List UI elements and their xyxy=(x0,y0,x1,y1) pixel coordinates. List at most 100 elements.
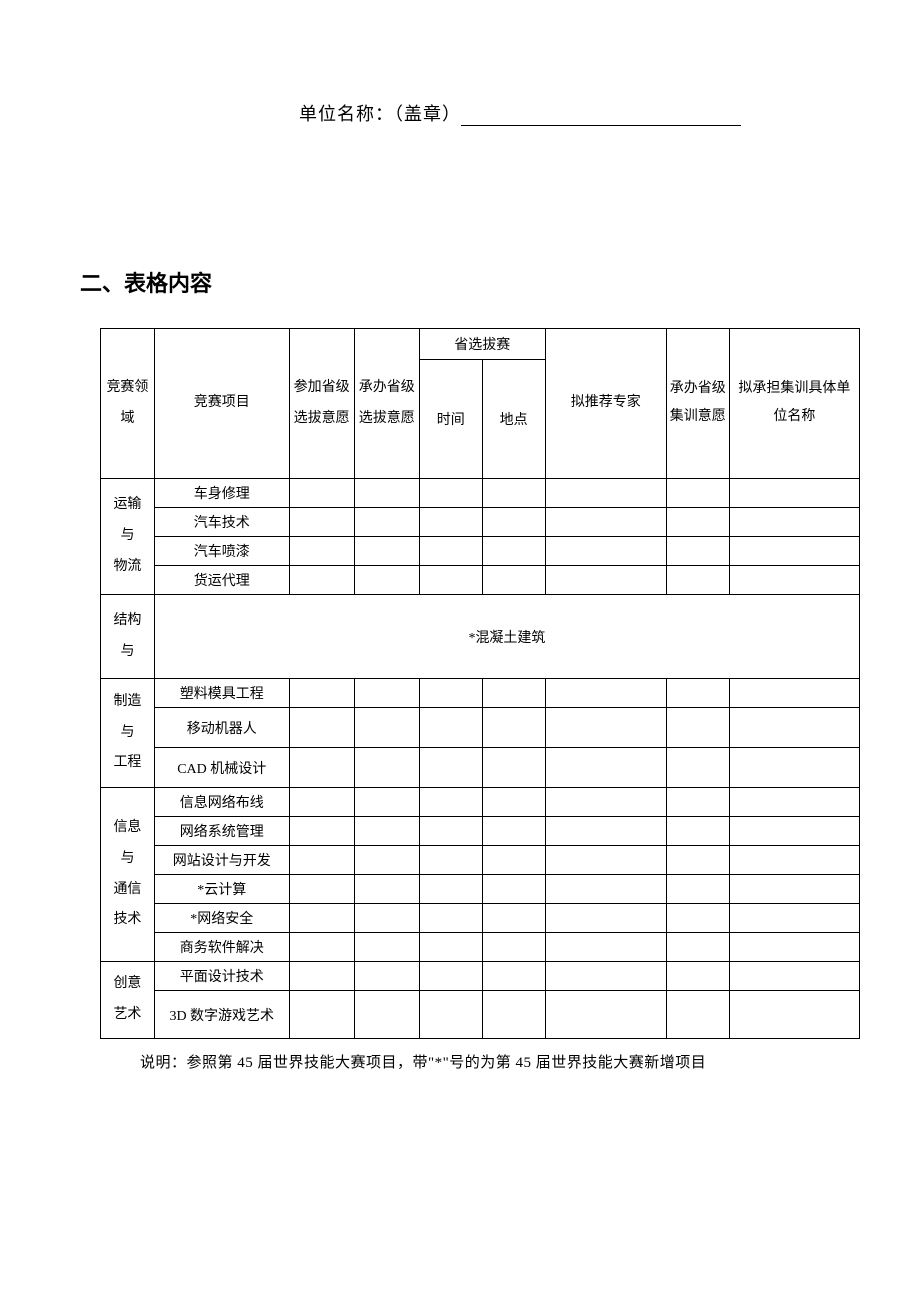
cell xyxy=(419,566,482,595)
cell xyxy=(482,817,545,846)
cell xyxy=(545,748,666,788)
cell xyxy=(354,748,419,788)
cell xyxy=(729,875,859,904)
cell xyxy=(545,817,666,846)
cell xyxy=(419,679,482,708)
project-cell: 货运代理 xyxy=(154,566,289,595)
cell xyxy=(729,479,859,508)
cell xyxy=(354,991,419,1039)
table-body: 运输 与 物流 车身修理 汽车技术 汽车喷漆 货运代理 结构 与 *混凝土建筑 … xyxy=(101,479,860,1039)
cell xyxy=(482,846,545,875)
content-table: 竞赛领域 竞赛项目 参加省级选拔意愿 承办省级选拔意愿 省选拔赛 拟推荐专家 承… xyxy=(100,328,860,1039)
project-cell: 网络系统管理 xyxy=(154,817,289,846)
table-row: 信息 与 通信 技术 信息网络布线 xyxy=(101,788,860,817)
cell xyxy=(545,962,666,991)
cell xyxy=(482,875,545,904)
table-row: 结构 与 *混凝土建筑 xyxy=(101,595,860,679)
cell xyxy=(419,991,482,1039)
cell xyxy=(482,788,545,817)
cell xyxy=(419,748,482,788)
table-row: 3D 数字游戏艺术 xyxy=(101,991,860,1039)
cell xyxy=(482,708,545,748)
cell xyxy=(666,991,729,1039)
cell xyxy=(666,788,729,817)
table-row: 汽车技术 xyxy=(101,508,860,537)
cell xyxy=(729,566,859,595)
domain-cell: 创意 艺术 xyxy=(101,962,155,1039)
cell xyxy=(289,788,354,817)
cell xyxy=(289,748,354,788)
project-cell: 网站设计与开发 xyxy=(154,846,289,875)
cell xyxy=(289,708,354,748)
section-title: 二、表格内容 xyxy=(80,266,840,298)
cell xyxy=(419,817,482,846)
cell xyxy=(289,962,354,991)
project-cell: 车身修理 xyxy=(154,479,289,508)
cell xyxy=(545,991,666,1039)
cell xyxy=(729,962,859,991)
project-cell: 商务软件解决 xyxy=(154,933,289,962)
header-train-unit: 拟承担集训具体单位名称 xyxy=(729,329,859,479)
cell xyxy=(545,708,666,748)
cell xyxy=(545,679,666,708)
cell xyxy=(729,537,859,566)
table-row: 汽车喷漆 xyxy=(101,537,860,566)
project-cell: 信息网络布线 xyxy=(154,788,289,817)
project-cell: 塑料模具工程 xyxy=(154,679,289,708)
cell xyxy=(419,537,482,566)
cell xyxy=(354,679,419,708)
cell xyxy=(419,708,482,748)
header-domain: 竞赛领域 xyxy=(101,329,155,479)
domain-cell: 运输 与 物流 xyxy=(101,479,155,595)
table-row: 网站设计与开发 xyxy=(101,846,860,875)
domain-cell: 信息 与 通信 技术 xyxy=(101,788,155,962)
cell xyxy=(289,933,354,962)
header-project: 竞赛项目 xyxy=(154,329,289,479)
table-row: CAD 机械设计 xyxy=(101,748,860,788)
domain-cell: 结构 与 xyxy=(101,595,155,679)
cell xyxy=(354,904,419,933)
cell xyxy=(482,962,545,991)
cell xyxy=(354,566,419,595)
cell xyxy=(666,537,729,566)
header-province-select: 省选拔赛 xyxy=(419,329,545,360)
project-cell: 汽车喷漆 xyxy=(154,537,289,566)
cell xyxy=(545,788,666,817)
cell xyxy=(729,904,859,933)
cell xyxy=(666,904,729,933)
project-cell: CAD 机械设计 xyxy=(154,748,289,788)
header-expert: 拟推荐专家 xyxy=(545,329,666,479)
project-cell: 汽车技术 xyxy=(154,508,289,537)
header-time: 时间 xyxy=(419,360,482,479)
cell xyxy=(482,991,545,1039)
cell xyxy=(289,479,354,508)
table-row: 运输 与 物流 车身修理 xyxy=(101,479,860,508)
cell xyxy=(289,846,354,875)
cell xyxy=(419,904,482,933)
cell xyxy=(289,508,354,537)
unit-name-line: 单位名称：（盖章） xyxy=(200,100,840,126)
table-row: 创意 艺术 平面设计技术 xyxy=(101,962,860,991)
cell xyxy=(482,679,545,708)
project-cell: *网络安全 xyxy=(154,904,289,933)
cell xyxy=(289,566,354,595)
cell xyxy=(482,508,545,537)
project-cell: *混凝土建筑 xyxy=(154,595,859,679)
table-row: 商务软件解决 xyxy=(101,933,860,962)
project-cell: 移动机器人 xyxy=(154,708,289,748)
cell xyxy=(545,566,666,595)
project-cell: *云计算 xyxy=(154,875,289,904)
project-cell: 3D 数字游戏艺术 xyxy=(154,991,289,1039)
cell xyxy=(419,846,482,875)
cell xyxy=(354,508,419,537)
cell xyxy=(482,904,545,933)
cell xyxy=(419,933,482,962)
unit-underline xyxy=(461,125,741,126)
cell xyxy=(666,708,729,748)
cell xyxy=(666,962,729,991)
cell xyxy=(289,537,354,566)
cell xyxy=(289,904,354,933)
cell xyxy=(666,817,729,846)
table-row: 移动机器人 xyxy=(101,708,860,748)
cell xyxy=(545,479,666,508)
